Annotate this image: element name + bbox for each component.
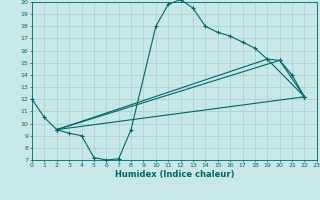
X-axis label: Humidex (Indice chaleur): Humidex (Indice chaleur) — [115, 170, 234, 179]
